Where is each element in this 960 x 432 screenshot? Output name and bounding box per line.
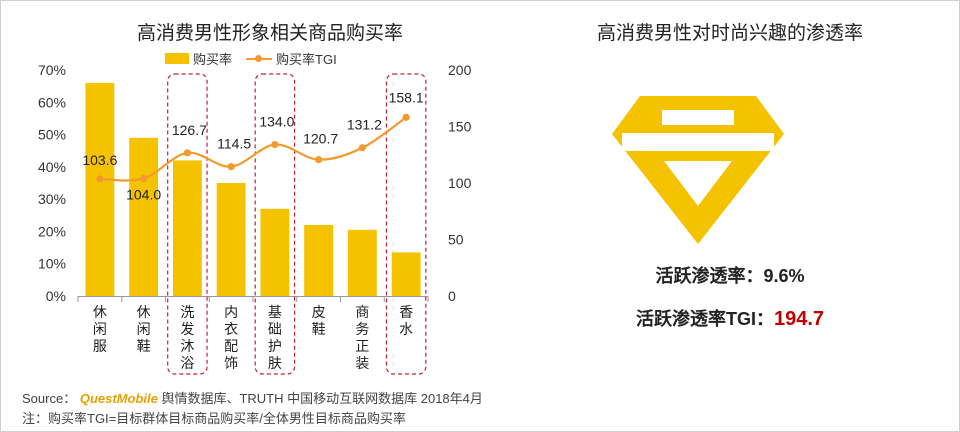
active-rate-line: 活跃渗透率：9.6% <box>520 262 940 288</box>
tgi-point-4 <box>227 163 235 171</box>
legend-line-swatch <box>246 53 273 64</box>
x-category-label-6: 皮 <box>312 304 326 320</box>
footnote: 注：购买率TGI=目标群体目标商品购买率/全体男性目标商品购买率 <box>22 411 406 426</box>
x-category-label-5: 基 <box>268 304 282 320</box>
x-category-label-2: 闲 <box>137 321 151 337</box>
y-right-tick-label: 50 <box>448 232 464 248</box>
right-panel-title: 高消费男性对时尚兴趣的渗透率 <box>596 23 863 44</box>
highlight-box-8 <box>385 73 427 375</box>
y-left-tick-label: 0% <box>46 288 66 304</box>
source-line: Source： QuestMobile 舆情数据库、TRUTH 中国移动互联网数… <box>22 388 483 407</box>
source-prefix: Source： <box>22 391 77 406</box>
x-category-label-7: 商 <box>355 304 369 320</box>
legend-line-label: 购买率TGI <box>276 52 337 67</box>
highlight-box-3 <box>167 73 208 375</box>
tgi-data-label: 104.0 <box>126 186 161 202</box>
x-category-label-3: 沐 <box>180 338 194 354</box>
diamond-middle-band <box>622 133 774 151</box>
tgi-point-1 <box>96 175 104 183</box>
y-left-tick-label: 70% <box>38 62 66 78</box>
x-category-label-3: 发 <box>180 321 194 337</box>
x-category-label-8: 香 <box>399 304 413 320</box>
x-category-label-6: 鞋 <box>312 321 326 337</box>
y-right-tick-label: 200 <box>448 62 472 78</box>
bar-8 <box>391 252 421 296</box>
legend-bar-label: 购买率 <box>193 52 233 67</box>
chart-legend: 购买率 购买率TGI <box>165 49 351 68</box>
tgi-point-6 <box>315 156 323 164</box>
x-category-label-7: 务 <box>355 321 369 337</box>
x-category-label-2: 鞋 <box>137 338 151 354</box>
source-brand: QuestMobile <box>79 391 158 406</box>
x-category-label-4: 饰 <box>224 355 238 371</box>
tgi-data-label: 114.5 <box>217 136 251 152</box>
x-category-label-5: 护 <box>268 338 282 354</box>
y-left-tick-label: 30% <box>38 191 66 207</box>
tgi-value: 194.7 <box>773 308 825 330</box>
y-right-tick-label: 100 <box>448 175 472 191</box>
active-rate-label: 活跃渗透率： <box>655 266 764 286</box>
source-rest: 舆情数据库、TRUTH 中国移动互联网数据库 2018年4月 <box>161 391 483 406</box>
x-category-label-3: 浴 <box>180 355 194 371</box>
bar-5 <box>260 208 290 296</box>
x-category-label-5: 础 <box>268 321 282 337</box>
tgi-point-3 <box>183 149 191 157</box>
bar-3 <box>172 160 202 296</box>
x-category-label-1: 闲 <box>93 321 107 337</box>
bar-4 <box>216 183 246 296</box>
tgi-data-label: 131.2 <box>347 117 382 133</box>
x-category-label-7: 装 <box>355 355 369 371</box>
tgi-point-2 <box>140 174 148 183</box>
tgi-point-7 <box>358 144 366 152</box>
bar-2 <box>129 137 159 296</box>
tgi-data-label: 103.6 <box>82 152 117 168</box>
y-right-tick-label: 150 <box>448 119 472 135</box>
tgi-label: 活跃渗透率TGI： <box>635 309 774 329</box>
tgi-data-label: 120.7 <box>303 131 338 147</box>
bar-1 <box>85 82 115 297</box>
x-category-label-1: 休 <box>93 304 107 320</box>
x-category-label-4: 配 <box>224 338 238 354</box>
bar-7 <box>347 229 377 296</box>
x-category-label-2: 休 <box>137 304 151 320</box>
highlight-box-5 <box>254 73 296 375</box>
x-category-label-5: 肤 <box>268 355 282 371</box>
x-category-label-4: 内 <box>224 304 238 320</box>
x-category-label-1: 服 <box>93 338 107 354</box>
tgi-line: 活跃渗透率TGI：194.7 <box>520 305 940 331</box>
diamond-icon <box>612 96 784 244</box>
x-category-label-4: 衣 <box>224 321 238 337</box>
active-rate-value: 9.6% <box>763 266 805 286</box>
x-category-label-3: 洗 <box>180 304 194 320</box>
y-right-tick-label: 0 <box>448 288 456 304</box>
tgi-data-label: 158.1 <box>389 89 424 105</box>
left-chart-title: 高消费男性形象相关商品购买率 <box>136 23 403 44</box>
y-left-tick-label: 60% <box>38 94 66 110</box>
x-category-label-8: 水 <box>399 321 413 337</box>
tgi-line <box>99 116 407 182</box>
bar-6 <box>304 224 334 296</box>
legend-bar-swatch <box>165 53 189 64</box>
combo-chart: 0% 10% 20% 30% 40% 50% 60% 70% 0 50 100 150 200 103.6… <box>38 62 472 375</box>
tgi-point-5 <box>271 140 279 149</box>
x-category-label-7: 正 <box>355 338 369 354</box>
tgi-point-8 <box>402 113 410 121</box>
diamond-upper-band <box>662 110 734 125</box>
legend-bar-item: 购买率 <box>165 49 232 68</box>
y-left-tick-label: 20% <box>38 223 66 239</box>
tgi-data-label: 126.7 <box>172 122 207 138</box>
legend-line-item: 购买率TGI <box>246 49 337 68</box>
y-left-tick-label: 10% <box>38 256 66 272</box>
y-left-tick-label: 50% <box>38 127 66 143</box>
y-left-tick-label: 40% <box>38 159 66 175</box>
tgi-data-label: 134.0 <box>259 114 294 130</box>
diamond-lower-facet <box>664 161 732 206</box>
